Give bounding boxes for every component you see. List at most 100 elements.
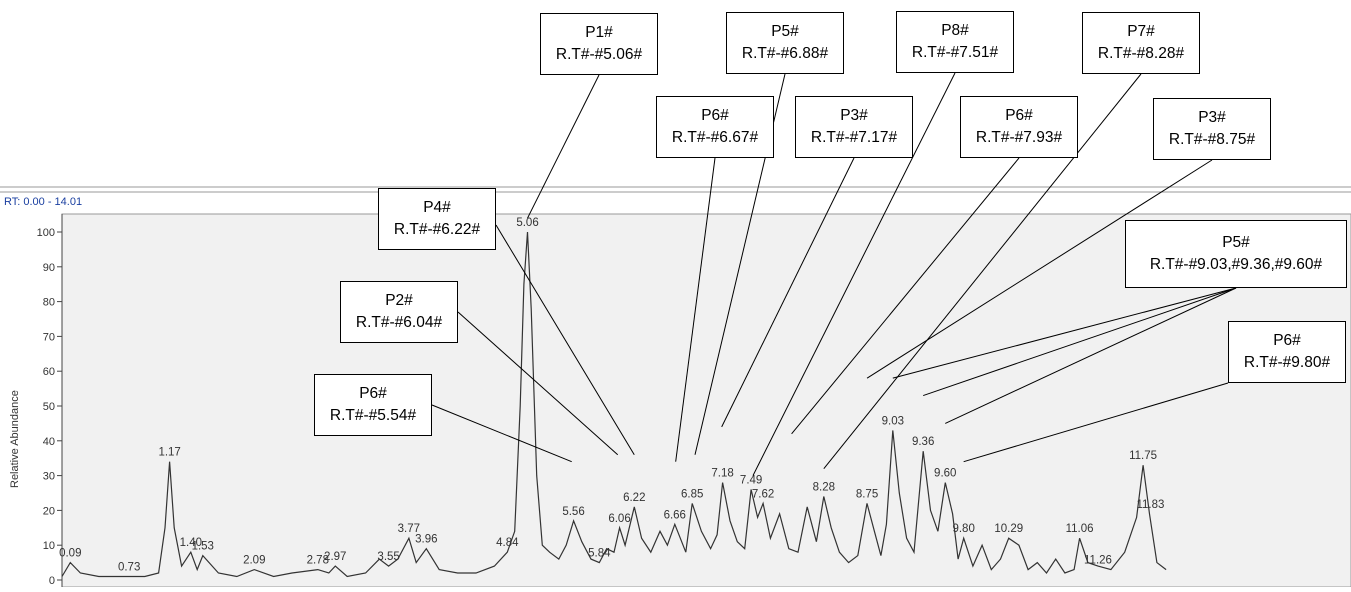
y-tick-label: 50 (43, 401, 55, 413)
chromatogram-trace (61, 231, 1167, 578)
peak-label: 9.36 (912, 436, 934, 448)
callout-retention-time: R.T#-#7.17# (810, 129, 898, 146)
y-tick-label: 90 (43, 262, 55, 274)
callout-leader-line (892, 287, 1237, 379)
peak-label: 3.77 (398, 523, 420, 535)
callout-peak-name: P2# (385, 292, 413, 309)
callout-retention-time: R.T#-#8.28# (1097, 45, 1185, 62)
callout-leader-line (752, 72, 956, 476)
callout-box: P5# R.T#-#6.88# (726, 12, 844, 74)
callout-peak-name: P6# (1005, 107, 1033, 124)
callout-retention-time: R.T#-#8.75# (1168, 131, 1256, 148)
peak-label: 8.75 (856, 488, 878, 500)
peak-label: 6.22 (623, 492, 645, 504)
y-tick-label: 100 (37, 227, 55, 239)
peak-label: 1.53 (192, 541, 214, 553)
callout-peak-name: P5# (1222, 234, 1250, 251)
callout-retention-time: R.T#-#7.93# (975, 129, 1063, 146)
callout-retention-time: R.T#-#6.67# (671, 129, 759, 146)
callout-peak-name: P7# (1127, 23, 1155, 40)
callout-retention-time: R.T#-#6.88# (741, 45, 829, 62)
callout-leader-line (963, 382, 1229, 463)
callout-leader-line (431, 404, 572, 463)
peak-label: 9.03 (882, 415, 904, 427)
callout-peak-name: P6# (1273, 332, 1301, 349)
peak-label: 1.40 (180, 537, 202, 549)
callout-leader-line (495, 224, 635, 455)
callout-peak-name: P8# (941, 22, 969, 39)
rt-range-label: RT: 0.00 - 14.01 (4, 196, 83, 208)
callout-box: P1# R.T#-#5.06# (540, 13, 658, 75)
y-tick-label: 80 (43, 297, 55, 309)
callout-retention-time: R.T#-#5.06# (555, 46, 643, 63)
peak-label: 3.96 (415, 534, 437, 546)
peak-label: 1.17 (158, 447, 180, 459)
peak-label: 3.55 (377, 551, 399, 563)
callout-leader-line (675, 157, 716, 462)
callout-peak-name: P3# (840, 107, 868, 124)
callout-leader-line (923, 287, 1237, 397)
callout-peak-name: P5# (771, 23, 799, 40)
callout-leader-line (457, 311, 619, 456)
callout-retention-time: R.T#-#9.03,#9.36,#9.60# (1149, 256, 1323, 273)
peak-label: 11.75 (1129, 450, 1157, 462)
callout-peak-name: P1# (585, 24, 613, 41)
peak-label: 7.49 (740, 475, 762, 487)
callout-leader-line (823, 73, 1142, 469)
callout-box: P4# R.T#-#6.22# (378, 188, 496, 250)
callout-box: P2# R.T#-#6.04# (340, 281, 458, 343)
peak-label: 6.66 (664, 509, 686, 521)
y-tick-label: 60 (43, 366, 55, 378)
peak-label: 11.26 (1084, 555, 1112, 567)
callout-box: P8# R.T#-#7.51# (896, 11, 1014, 73)
callout-retention-time: R.T#-#6.04# (355, 314, 443, 331)
callout-leader-line (527, 74, 600, 219)
peak-label: 5.56 (562, 506, 584, 518)
y-axis-label: Relative Abundance (9, 390, 21, 488)
y-tick-label: 20 (43, 505, 55, 517)
peak-label: 2.97 (324, 551, 346, 563)
callout-peak-name: P6# (701, 107, 729, 124)
callout-box: P3# R.T#-#7.17# (795, 96, 913, 158)
callout-peak-name: P3# (1198, 109, 1226, 126)
callout-retention-time: R.T#-#9.80# (1243, 354, 1331, 371)
peak-label: 9.60 (934, 468, 956, 480)
callout-leader-line (945, 287, 1237, 424)
callout-box: P7# R.T#-#8.28# (1082, 12, 1200, 74)
callout-peak-name: P4# (423, 199, 451, 216)
callout-peak-name: P6# (359, 385, 387, 402)
callout-leader-line (791, 157, 1020, 435)
peak-label: 0.73 (118, 562, 140, 574)
y-tick-label: 40 (43, 436, 55, 448)
peak-label: 4.84 (496, 537, 519, 549)
peak-label: 9.80 (952, 523, 974, 535)
callout-retention-time: R.T#-#6.22# (393, 221, 481, 238)
y-tick-label: 0 (49, 575, 55, 587)
peak-label: 7.62 (752, 488, 774, 500)
callout-box: P6# R.T#-#5.54# (314, 374, 432, 436)
callout-box: P5# R.T#-#9.03,#9.36,#9.60# (1125, 220, 1347, 288)
callout-retention-time: R.T#-#7.51# (911, 44, 999, 61)
y-tick-label: 70 (43, 331, 55, 343)
peak-label: 10.29 (994, 523, 1023, 535)
peak-label: 6.85 (681, 488, 703, 500)
peak-label: 6.06 (608, 513, 630, 525)
callout-box: P6# R.T#-#7.93# (960, 96, 1078, 158)
peak-label: 2.78 (307, 555, 329, 567)
callout-box: P6# R.T#-#6.67# (656, 96, 774, 158)
peak-label: 7.18 (711, 468, 733, 480)
peak-label: 2.09 (243, 555, 265, 567)
callout-leader-line (866, 159, 1213, 379)
callout-box: P3# R.T#-#8.75# (1153, 98, 1271, 160)
y-tick-label: 10 (43, 540, 55, 552)
y-tick-label: 30 (43, 471, 55, 483)
peak-label: 11.06 (1066, 523, 1094, 535)
callout-retention-time: R.T#-#5.54# (329, 407, 417, 424)
callout-box: P6# R.T#-#9.80# (1228, 321, 1346, 383)
peak-label: 5.84 (588, 548, 611, 560)
peak-label: 5.06 (516, 217, 538, 229)
peak-label: 11.83 (1136, 499, 1164, 511)
callout-leader-line (721, 157, 855, 428)
